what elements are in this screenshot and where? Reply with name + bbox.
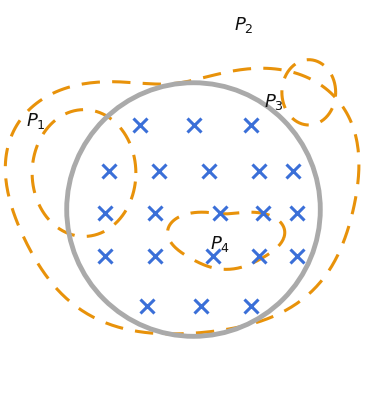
Text: $P_2$: $P_2$ [234,15,253,35]
Text: $P_1$: $P_1$ [26,111,46,131]
Text: $P_4$: $P_4$ [211,234,230,254]
Text: $P_3$: $P_3$ [264,92,284,112]
